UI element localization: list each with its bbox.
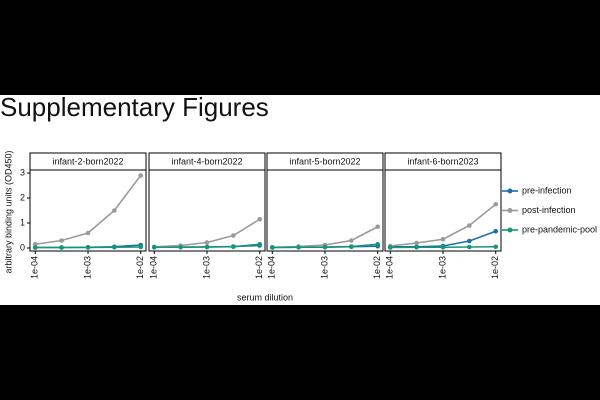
legend-marker <box>507 188 513 194</box>
data-point <box>59 245 64 250</box>
data-point <box>85 245 91 250</box>
y-tick-label: 3 <box>20 167 25 177</box>
data-point <box>387 245 393 250</box>
data-point <box>467 238 472 244</box>
data-point <box>440 244 446 250</box>
data-point <box>231 233 236 238</box>
data-point <box>414 244 419 250</box>
x-tick-label: 1e-04 <box>385 256 395 279</box>
x-tick-label: 1e-02 <box>254 256 264 279</box>
data-point <box>231 244 236 250</box>
panel-title: infant-2-born2022 <box>52 156 123 166</box>
panel-frame <box>148 169 266 252</box>
x-tick-label: 1e-02 <box>135 256 145 279</box>
data-point <box>85 230 91 236</box>
data-point <box>32 245 38 250</box>
data-point <box>440 236 446 242</box>
x-tick-label: 1e-03 <box>82 256 92 279</box>
data-point <box>322 244 328 250</box>
data-point <box>467 244 472 250</box>
panel-title: infant-4-born2022 <box>171 156 242 166</box>
data-point <box>138 244 144 250</box>
data-point <box>178 244 183 250</box>
y-tick-label: 0 <box>20 242 25 252</box>
heading: Supplementary Figures <box>0 92 269 122</box>
x-tick-label: 1e-04 <box>30 256 40 279</box>
x-tick-label: 1e-03 <box>437 256 447 279</box>
data-point <box>493 201 499 207</box>
data-point <box>204 240 210 245</box>
data-point <box>375 224 381 230</box>
data-point <box>138 173 144 178</box>
legend-label: pre-infection <box>522 185 572 195</box>
data-point <box>257 216 263 222</box>
data-point <box>375 241 381 247</box>
x-axis-label: serum dilution <box>237 292 293 302</box>
data-point <box>112 244 117 250</box>
panel-frame <box>29 169 147 252</box>
x-tick-label: 1e-02 <box>372 256 382 279</box>
data-point <box>59 238 64 243</box>
data-point <box>204 244 210 250</box>
panel-title: infant-5-born2022 <box>289 156 360 166</box>
data-point <box>493 244 499 250</box>
x-tick-label: 1e-02 <box>490 256 500 279</box>
legend-marker <box>507 208 513 213</box>
x-tick-label: 1e-04 <box>267 256 277 279</box>
data-point <box>349 238 354 243</box>
data-point <box>296 244 301 250</box>
legend-marker <box>507 227 513 233</box>
x-tick-label: 1e-03 <box>201 256 211 279</box>
panel-frame <box>266 169 384 252</box>
data-point <box>349 244 354 249</box>
legend-label: post-infection <box>522 205 576 215</box>
data-point <box>32 241 38 247</box>
y-tick-label: 2 <box>20 192 25 202</box>
data-point <box>467 223 472 228</box>
data-point <box>414 240 419 246</box>
x-tick-label: 1e-04 <box>149 256 159 279</box>
legend-label: pre-pandemic-pool <box>522 224 597 234</box>
panel-title: infant-6-born2023 <box>407 156 478 166</box>
y-tick-label: 1 <box>20 217 25 227</box>
y-axis-label: arbitrary binding units (OD450) <box>3 150 13 273</box>
data-point <box>269 245 275 250</box>
data-point <box>151 244 157 250</box>
x-tick-label: 1e-03 <box>319 256 329 279</box>
data-point <box>257 241 263 247</box>
data-point <box>112 208 117 213</box>
data-point <box>493 228 499 234</box>
